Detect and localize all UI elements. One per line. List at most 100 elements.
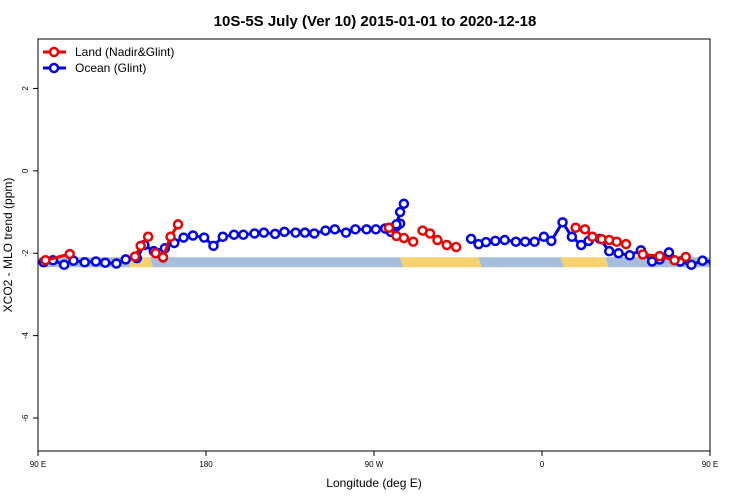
- data-point: [398, 198, 410, 210]
- band-land-segment: [400, 257, 482, 268]
- data-point: [529, 236, 540, 247]
- data-point: [721, 257, 729, 265]
- data-point: [450, 241, 462, 253]
- data-point: [465, 233, 477, 245]
- data-point: [40, 254, 51, 266]
- data-point: [249, 228, 260, 239]
- data-point: [398, 232, 410, 244]
- series-land: [40, 219, 750, 266]
- data-point: [620, 238, 632, 250]
- legend-ocean-marker: [48, 62, 60, 74]
- data-point: [663, 247, 675, 258]
- data-point: [603, 245, 615, 257]
- legend: Land (Nadir&Glint) Ocean (Glint): [43, 45, 174, 75]
- data-point: [279, 226, 290, 238]
- data-point: [217, 231, 229, 243]
- data-point: [165, 231, 176, 243]
- x-tick-label: 90 E: [30, 460, 46, 469]
- data-point: [575, 239, 587, 251]
- data-point: [394, 206, 406, 218]
- x-axis: 90 E 180 90 W 0 90 E: [30, 451, 718, 469]
- x-tick-label: 90 W: [365, 460, 384, 469]
- data-point: [198, 232, 210, 243]
- x-tick-label: 180: [199, 460, 213, 469]
- data-point: [340, 227, 352, 238]
- data-point: [613, 247, 624, 259]
- y-tick-label: -6: [21, 414, 30, 422]
- data-point: [228, 229, 240, 240]
- data-point: [111, 258, 122, 269]
- data-point: [697, 255, 708, 266]
- data-point: [299, 227, 311, 238]
- legend-land-marker: [48, 46, 60, 58]
- data-point: [350, 224, 361, 235]
- data-point: [654, 250, 665, 262]
- data-point: [238, 229, 249, 240]
- data-point: [370, 224, 382, 235]
- data-point: [64, 248, 75, 260]
- data-point: [480, 236, 492, 248]
- band-land-segment: [560, 257, 609, 268]
- data-point: [557, 217, 568, 228]
- data-point: [208, 240, 219, 252]
- data-point: [320, 225, 331, 236]
- data-point: [142, 231, 154, 243]
- data-point: [157, 252, 169, 263]
- data-point: [499, 234, 510, 246]
- data-point: [570, 222, 581, 233]
- data-point: [150, 247, 161, 259]
- data-point: [519, 236, 531, 247]
- series-line: [742, 254, 750, 255]
- data-point: [732, 255, 740, 263]
- band-ocean-segment: [150, 257, 404, 268]
- data-point: [407, 236, 419, 247]
- data-point: [178, 232, 189, 243]
- data-point: [172, 219, 184, 230]
- band-ocean-segment: [478, 257, 564, 268]
- data-point: [424, 228, 436, 239]
- data-point: [637, 249, 649, 260]
- y-axis-label: XCO2 - MLO trend (ppm): [1, 178, 15, 313]
- data-point: [432, 234, 443, 246]
- data-point: [329, 224, 341, 235]
- data-point: [90, 256, 102, 267]
- data-point: [441, 239, 453, 251]
- series-line: [642, 252, 687, 262]
- chart-title: 10S-5S July (Ver 10) 2015-01-01 to 2020-…: [214, 13, 537, 30]
- data-point: [490, 235, 501, 247]
- x-axis-label: Longitude (deg E): [326, 476, 421, 490]
- data-point: [135, 240, 146, 252]
- data-point: [361, 224, 372, 235]
- data-point: [79, 257, 90, 268]
- data-point: [383, 222, 395, 233]
- legend-land-label: Land (Nadir&Glint): [75, 45, 174, 59]
- data-point: [624, 250, 635, 261]
- data-point: [738, 250, 746, 258]
- data-point: [680, 251, 691, 263]
- legend-ocean-label: Ocean (Glint): [75, 61, 146, 75]
- data-point: [743, 262, 750, 270]
- data-point: [669, 254, 680, 266]
- data-point: [99, 257, 111, 268]
- x-tick-label: 90 E: [702, 460, 718, 469]
- y-tick-label: 0: [21, 168, 30, 173]
- data-point: [120, 254, 131, 265]
- data-point: [258, 227, 270, 238]
- data-point: [587, 231, 598, 243]
- data-point: [686, 259, 697, 271]
- data-point: [187, 230, 199, 241]
- y-tick-label: 2: [21, 86, 30, 91]
- data-point: [58, 259, 70, 271]
- data-point: [566, 231, 578, 243]
- data-point: [129, 251, 141, 262]
- series-layer: [38, 198, 750, 271]
- data-point: [708, 258, 710, 266]
- data-point: [579, 224, 591, 235]
- data-point: [510, 236, 522, 247]
- y-axis: 2 0 -2 -4 -6: [21, 86, 38, 422]
- y-tick-label: -4: [21, 332, 30, 340]
- data-point: [611, 236, 622, 247]
- data-point: [309, 228, 320, 239]
- data-point: [290, 227, 301, 238]
